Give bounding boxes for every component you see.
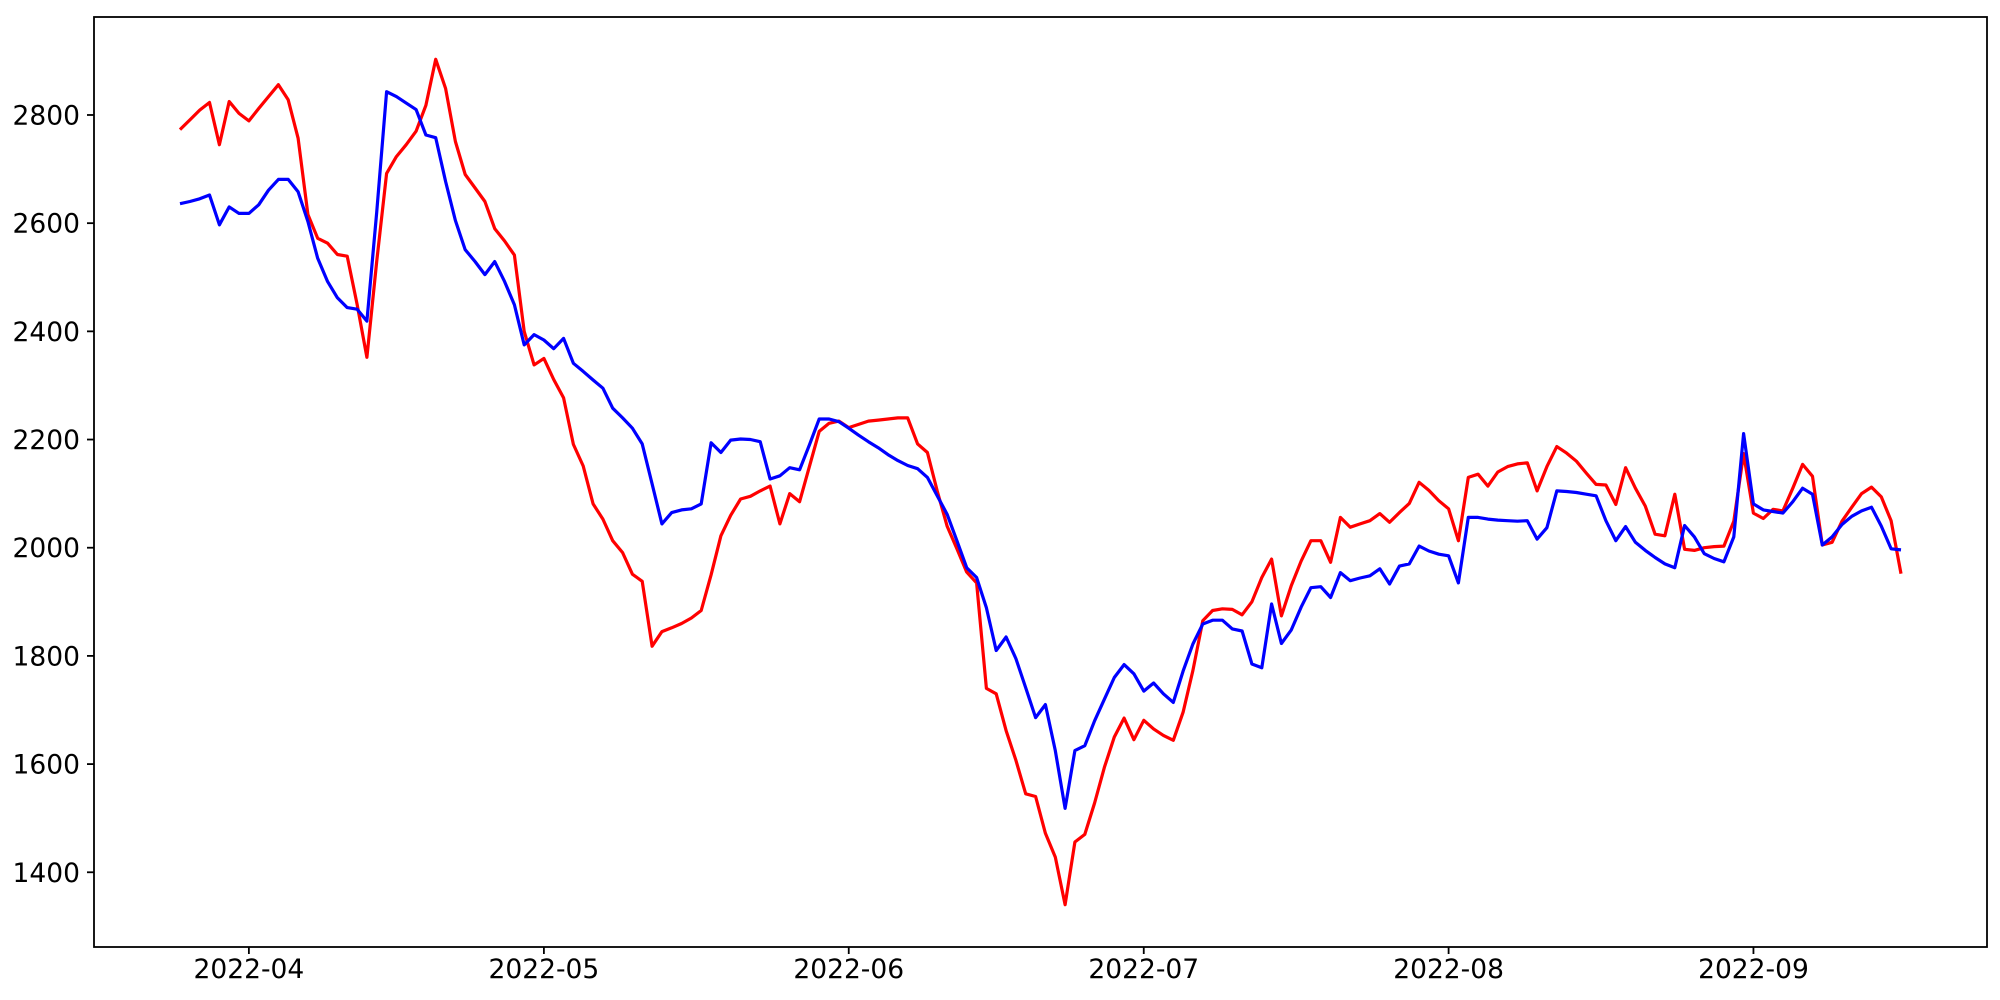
x-tick-label: 2022-04 <box>194 954 305 985</box>
y-tick-label: 1400 <box>13 858 80 889</box>
y-tick-label: 2600 <box>13 209 80 240</box>
x-tick-label: 2022-07 <box>1088 954 1199 985</box>
x-tick-label: 2022-06 <box>793 954 904 985</box>
y-tick-label: 2800 <box>13 100 80 131</box>
y-tick-label: 1800 <box>13 641 80 672</box>
plot-border <box>93 16 1988 948</box>
series-blue-series <box>179 90 1902 811</box>
y-tick-label: 2200 <box>13 425 80 456</box>
y-tick-label: 1600 <box>13 750 80 781</box>
x-tick-label: 2022-08 <box>1393 954 1504 985</box>
y-tick-label: 2000 <box>13 533 80 564</box>
y-tick-label: 2400 <box>13 317 80 348</box>
x-tick-label: 2022-05 <box>489 954 600 985</box>
x-tick-label: 2022-09 <box>1698 954 1809 985</box>
series-red-series <box>178 57 1903 907</box>
